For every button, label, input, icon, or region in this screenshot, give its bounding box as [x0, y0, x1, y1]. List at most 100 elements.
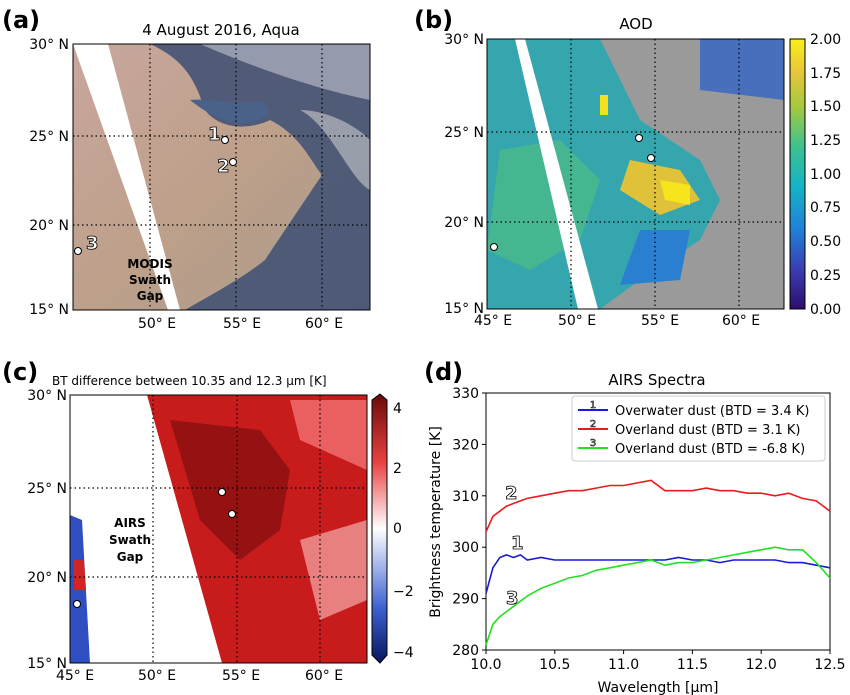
svg-text:60° E: 60° E — [305, 668, 343, 684]
panel-b-map — [487, 39, 784, 309]
svg-text:Swath: Swath — [109, 533, 151, 547]
x-tick-label: 11.5 — [677, 657, 708, 673]
svg-text:Gap: Gap — [117, 550, 144, 564]
legend-entry-2: Overland dust (BTD = 3.1 K) — [615, 423, 800, 438]
y-tick-label: 320 — [452, 437, 479, 453]
y-tick-label: 310 — [452, 489, 479, 505]
legend-entry-1: Overwater dust (BTD = 3.4 K) — [615, 404, 809, 419]
y-axis-ticks: 280 290 300 310 320 330 — [452, 386, 486, 659]
site-2-marker — [229, 158, 237, 166]
svg-text:20° N: 20° N — [29, 218, 69, 234]
panel-c-lat-ticks: 30° N 25° N 20° N 15° N — [27, 388, 67, 672]
svg-text:55° E: 55° E — [222, 668, 260, 684]
legend-entry-3: Overland dust (BTD = -6.8 K) — [615, 442, 805, 457]
modis-gap-label: MODIS Swath Gap — [127, 257, 172, 303]
curve-labels: 1 2 3 — [505, 483, 524, 610]
svg-text:−2: −2 — [393, 584, 414, 600]
svg-text:2: 2 — [393, 461, 402, 477]
legend: 1 Overwater dust (BTD = 3.4 K) 2 Overland d… — [571, 395, 826, 462]
svg-text:55° E: 55° E — [223, 316, 261, 332]
svg-text:1.25: 1.25 — [810, 133, 841, 149]
svg-text:30° N: 30° N — [444, 32, 484, 48]
series-group — [485, 479, 831, 646]
y-tick-label: 300 — [452, 540, 479, 556]
site-3-marker — [74, 247, 82, 255]
svg-text:0.25: 0.25 — [810, 268, 841, 284]
x-tick-label: 10.0 — [470, 657, 501, 673]
series-line-2 — [485, 479, 831, 533]
aod-colorbar-ticks: 2.00 1.75 1.50 1.25 1.00 0.75 0.50 0.25 … — [810, 32, 841, 318]
panel-a-title: 4 August 2016, Aqua — [142, 21, 300, 39]
svg-text:MODIS: MODIS — [127, 257, 172, 271]
svg-text:20° N: 20° N — [444, 215, 484, 231]
svg-text:AIRS: AIRS — [114, 516, 146, 530]
panel-d: (d) AIRS Spectra 10.0 10.5 11.0 11.5 12.0 12.… — [424, 358, 846, 695]
svg-text:50° E: 50° E — [558, 313, 596, 329]
panel-d-label: (d) — [424, 358, 463, 386]
svg-text:45° E: 45° E — [56, 668, 94, 684]
panel-c-label: (c) — [2, 358, 38, 386]
panel-b-title: AOD — [619, 15, 652, 33]
curve-label-2: 2 — [505, 483, 518, 504]
y-tick-label: 280 — [452, 643, 479, 659]
panel-a-label: (a) — [2, 6, 40, 34]
svg-text:30° N: 30° N — [29, 37, 69, 53]
panel-c: (c) BT difference between 10.35 and 12.3… — [2, 358, 414, 684]
svg-text:0: 0 — [393, 521, 402, 537]
legend-number-2: 2 — [590, 419, 596, 430]
svg-text:60° E: 60° E — [305, 316, 343, 332]
svg-text:0.00: 0.00 — [810, 302, 841, 318]
legend-number-1: 1 — [590, 400, 596, 411]
panel-b-lon-ticks: 45° E 50° E 55° E 60° E — [474, 313, 760, 329]
site-3-marker-c — [73, 600, 81, 608]
panel-a-lat-ticks: 30° N 25° N 20° N 15° N — [29, 37, 69, 318]
svg-text:25° N: 25° N — [444, 125, 484, 141]
chart-title: AIRS Spectra — [608, 371, 705, 389]
panel-c-title: BT difference between 10.35 and 12.3 μm … — [52, 374, 327, 388]
site-2-marker-b — [647, 154, 655, 162]
btd-colorbar — [371, 393, 388, 664]
svg-text:−4: −4 — [393, 645, 414, 661]
panel-b-label: (b) — [414, 6, 453, 34]
svg-text:Swath: Swath — [129, 273, 171, 287]
x-tick-label: 12.0 — [746, 657, 777, 673]
svg-text:55° E: 55° E — [641, 313, 679, 329]
aod-colorbar — [789, 38, 806, 310]
legend-box — [571, 395, 826, 462]
site-3-marker-b — [490, 243, 498, 251]
svg-text:1.75: 1.75 — [810, 66, 841, 82]
svg-text:2.00: 2.00 — [810, 32, 841, 48]
svg-text:25° N: 25° N — [29, 129, 69, 145]
airs-gap-label: AIRS Swath Gap — [109, 516, 151, 564]
svg-text:20° N: 20° N — [27, 570, 67, 586]
x-axis-label: Wavelength [μm] — [598, 680, 719, 695]
y-axis-label: Brightness temperature [K] — [428, 426, 444, 618]
site-1-marker — [221, 136, 229, 144]
site-3-label: 3 — [86, 233, 99, 254]
site-2-label: 2 — [217, 156, 230, 177]
svg-text:25° N: 25° N — [27, 481, 67, 497]
legend-number-3: 3 — [590, 438, 596, 449]
panel-c-map — [70, 395, 367, 663]
panel-a: (a) 4 August 2016, Aqua 1 2 3 MODIS — [2, 6, 371, 332]
series-line-3 — [485, 546, 831, 646]
site-1-marker-b — [635, 134, 643, 142]
svg-text:50° E: 50° E — [138, 316, 176, 332]
panel-c-lon-ticks: 45° E 50° E 55° E 60° E — [56, 668, 343, 684]
y-tick-label: 330 — [452, 386, 479, 402]
svg-text:15° N: 15° N — [27, 656, 67, 672]
svg-text:45° E: 45° E — [474, 313, 512, 329]
x-tick-label: 10.5 — [539, 657, 570, 673]
svg-text:0.75: 0.75 — [810, 200, 841, 216]
panel-a-map — [73, 44, 370, 310]
curve-label-3: 3 — [506, 588, 519, 609]
y-tick-label: 290 — [452, 592, 479, 608]
x-tick-label: 12.5 — [814, 657, 845, 673]
site-2-marker-c — [228, 510, 236, 518]
svg-text:50° E: 50° E — [138, 668, 176, 684]
site-1-label: 1 — [208, 124, 221, 145]
svg-text:1.00: 1.00 — [810, 167, 841, 183]
svg-text:60° E: 60° E — [722, 313, 760, 329]
x-tick-label: 11.0 — [608, 657, 639, 673]
